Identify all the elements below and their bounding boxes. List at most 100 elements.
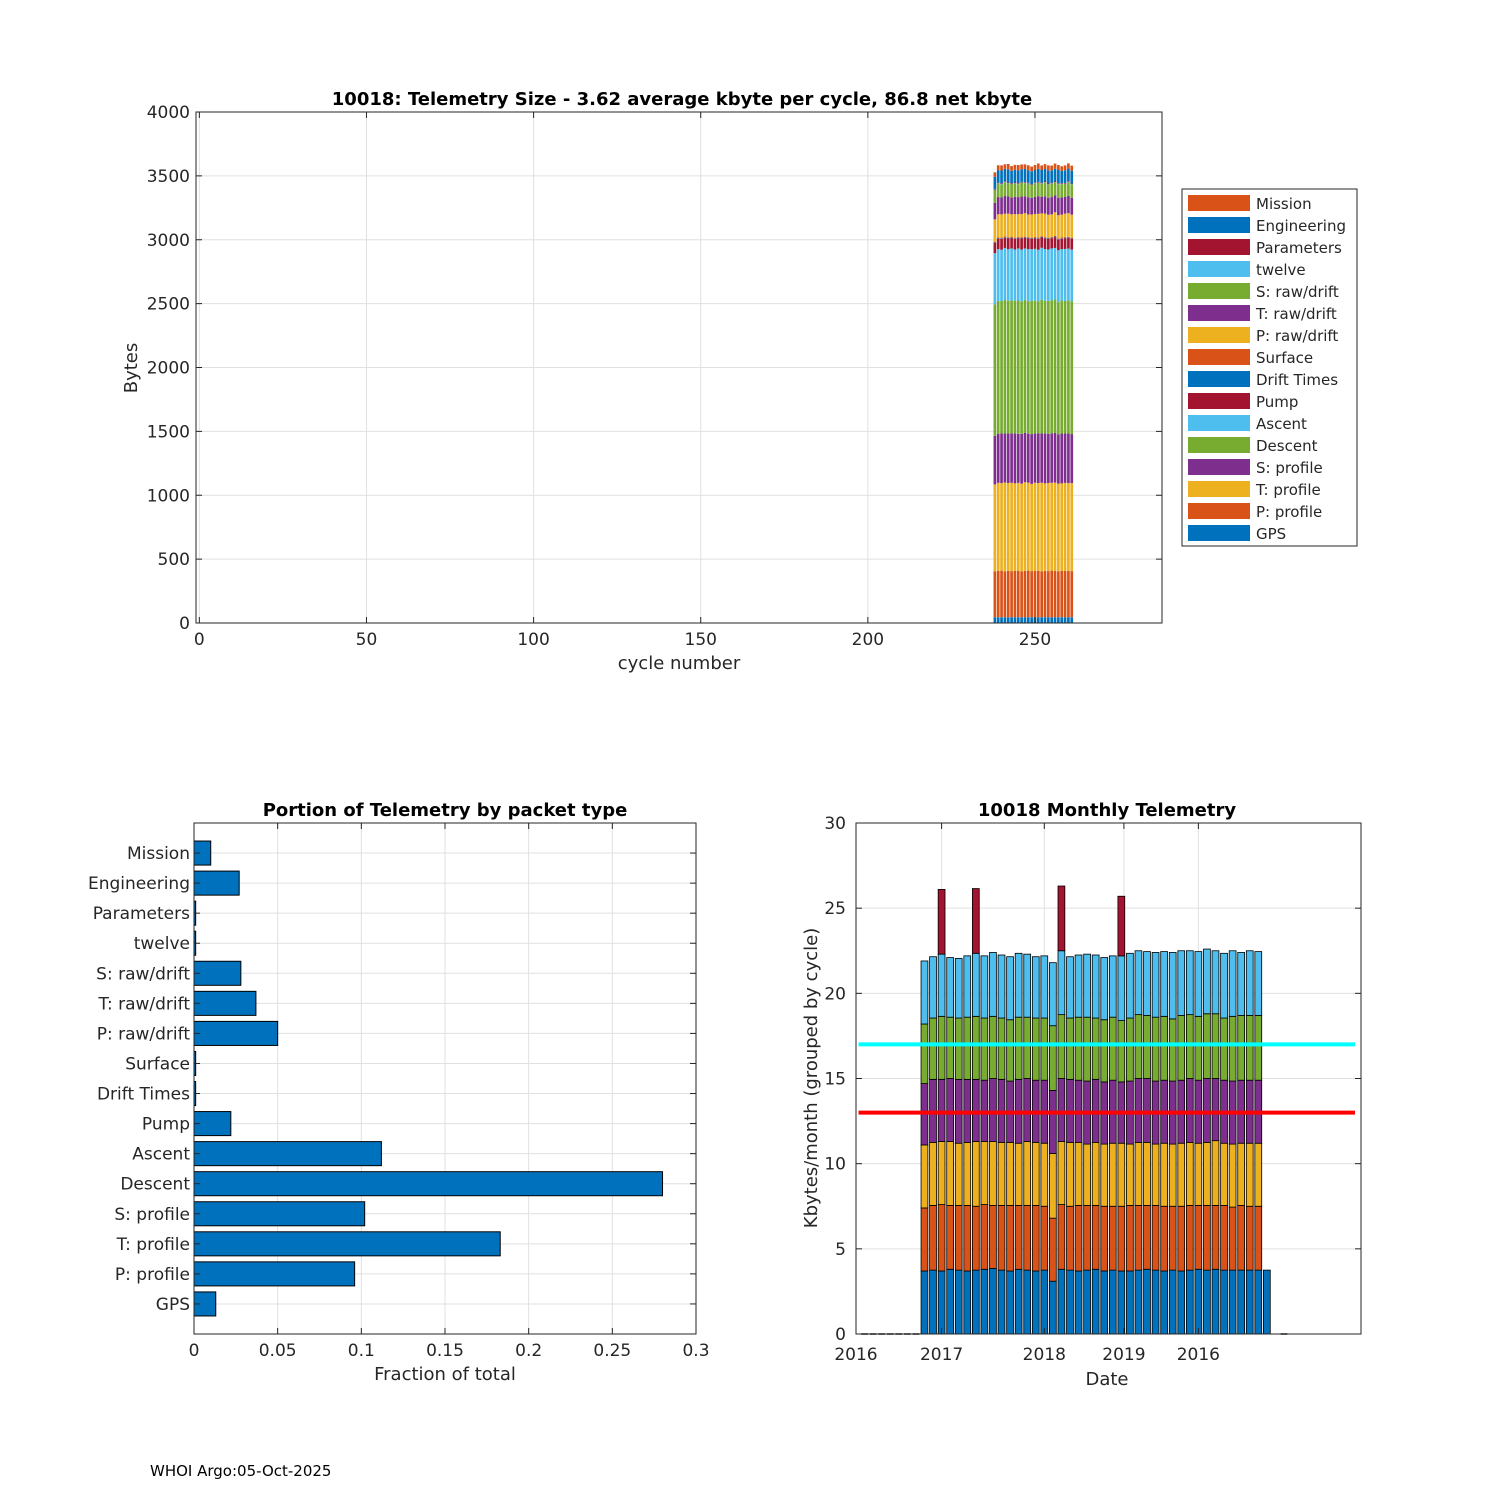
bar-segment-descent — [1074, 1016, 1083, 1081]
bar-segment-pump — [1057, 885, 1066, 952]
bar-segment-ascent — [1143, 951, 1151, 1016]
y-tick-label: 10 — [824, 1155, 846, 1175]
bar-segment-p-profile — [1006, 570, 1010, 618]
legend-swatch-s-raw-drift — [1188, 283, 1250, 299]
bar-segment-descent — [1023, 299, 1027, 433]
bar-segment-t-profile — [1066, 1141, 1074, 1207]
bar-segment-gps — [972, 1269, 980, 1335]
bar-segment-ascent — [1014, 952, 1023, 1018]
bar-segment-mission — [1040, 165, 1044, 170]
bar-segment-gps — [937, 1270, 946, 1335]
bar-segment-pump — [1070, 238, 1074, 250]
bar-segment-t-profile — [997, 1141, 1006, 1206]
bar-segment-ascent — [997, 954, 1006, 1019]
bar-segment-pump — [1057, 239, 1060, 251]
bar-segment-t-profile — [1177, 1142, 1186, 1207]
bar-segment-descent — [1000, 301, 1003, 434]
y-tick-label: 15 — [824, 1070, 846, 1090]
bar-segment-ascent — [1134, 950, 1143, 1016]
bar-segment-p-profile — [1211, 1204, 1220, 1270]
bar-segment-s-profile — [972, 1078, 980, 1142]
bar-segment-p-profile — [1091, 1204, 1100, 1270]
bar-segment-ascent — [929, 956, 937, 1019]
bar-segment-ascent — [1020, 249, 1023, 302]
bar-segment-t-profile — [1168, 1143, 1177, 1207]
bar-segment-ascent — [1066, 956, 1074, 1019]
bar-segment-gps — [1185, 1269, 1194, 1335]
bar-segment-p-profile — [1040, 1205, 1049, 1271]
bar-segment-surface — [1063, 236, 1067, 238]
bar-segment-parameters — [1006, 182, 1010, 184]
y-tick-label-gps: GPS — [156, 1295, 190, 1315]
bar-segment-drift-times — [1010, 237, 1013, 239]
ticks: 0 0.05 0.1 0.15 0.2 0.25 0.3 Mission Engineering… — [88, 823, 710, 1361]
bar-segment-gps — [996, 617, 1000, 623]
bar-segment-gps — [1036, 617, 1040, 623]
y-tick-label: 5 — [835, 1240, 846, 1260]
bar-segment-pump — [1023, 237, 1027, 249]
bar-segment-surface — [1006, 237, 1010, 238]
bar-segment-descent — [1151, 1016, 1160, 1082]
bar-segment-ascent — [937, 953, 946, 1017]
bar-segment-s-profile — [1185, 1078, 1194, 1143]
bar-segment-t-profile — [1033, 482, 1037, 572]
y-tick-label: 0 — [835, 1325, 846, 1345]
bar-segment-s-profile — [1067, 433, 1070, 484]
bar-segment-gps — [1026, 617, 1030, 623]
bar-segment-ascent — [1006, 956, 1014, 1021]
bar-segment-drift-times — [993, 242, 997, 243]
bar-segment-engineering — [996, 170, 1000, 183]
bar-segment-parameters — [1060, 183, 1064, 184]
legend-entries: Mission Engineering Parameters twelve S: raw… — [1188, 195, 1346, 543]
bar-segment-drift-times — [1030, 238, 1033, 239]
bar-segment-descent — [1006, 300, 1010, 434]
bar-segment-mission — [1063, 165, 1067, 171]
x-tick-label: 2016 — [1177, 1345, 1220, 1365]
bar-p-profile — [193, 1261, 356, 1287]
bar-segment-t-profile — [954, 1142, 963, 1206]
y-tick-label-p-profile: P: profile — [115, 1265, 190, 1285]
bar-segment-descent — [1067, 300, 1070, 434]
y-tick-label-t-profile: T: profile — [116, 1235, 190, 1255]
bar-segment-parameters — [1063, 182, 1067, 184]
bar-segment-t-raw-drift — [1026, 197, 1030, 215]
bar-segment-s-raw-drift — [1023, 183, 1027, 197]
bar-segment-p-raw-drift — [1057, 215, 1060, 239]
x-tick-label: 0.2 — [515, 1341, 542, 1361]
bar-segment-p-profile — [996, 571, 1000, 618]
bar-segment-mission — [1050, 165, 1054, 171]
legend-label-descent: Descent — [1256, 437, 1318, 455]
x-tick-label: 100 — [517, 630, 549, 650]
bar-segment-pump — [1016, 238, 1020, 249]
bar-segment-engineering — [1057, 169, 1060, 184]
bar-segment-ascent — [1185, 950, 1194, 1016]
bar-segment-descent — [1177, 1015, 1186, 1081]
bar-segment-gps — [1134, 1269, 1143, 1335]
bar-segment-p-profile — [954, 1204, 963, 1271]
bar-segment-s-raw-drift — [1013, 183, 1017, 197]
y-tick-label-s-raw-drift: S: raw/drift — [96, 964, 190, 984]
bar-segment-s-profile — [1040, 433, 1044, 483]
bar-segment-s-profile — [1070, 434, 1074, 484]
bar-segment-parameters — [1036, 181, 1040, 183]
bar-segment-mission — [1000, 165, 1003, 171]
bar-segment-drift-times — [1040, 236, 1044, 238]
bar-segment-p-profile — [1228, 1206, 1237, 1271]
bar-segment-gps — [1143, 1268, 1151, 1335]
bar-segment-pump — [1036, 238, 1040, 250]
chart-title: 10018: Telemetry Size - 3.62 average kby… — [332, 89, 1032, 110]
bar-segment-t-profile — [1010, 482, 1013, 572]
bar-segment-gps — [1151, 1269, 1160, 1335]
bar-segment-drift-times — [1060, 238, 1064, 239]
y-tick-label-p-raw-drift: P: raw/drift — [97, 1024, 191, 1044]
bar-segment-surface — [1026, 237, 1030, 238]
bar-segment-s-raw-drift — [1067, 182, 1070, 196]
bar-segment-engineering — [993, 176, 997, 189]
grid — [193, 823, 697, 1334]
bar-segment-gps — [1254, 1269, 1263, 1335]
bar-segment-ascent — [1049, 962, 1057, 1027]
bar-segment-t-profile — [1006, 482, 1010, 571]
bar-segment-ascent — [1083, 953, 1091, 1018]
bar-segment-gps — [1228, 1269, 1237, 1335]
bar-segment-descent — [1228, 1015, 1237, 1082]
